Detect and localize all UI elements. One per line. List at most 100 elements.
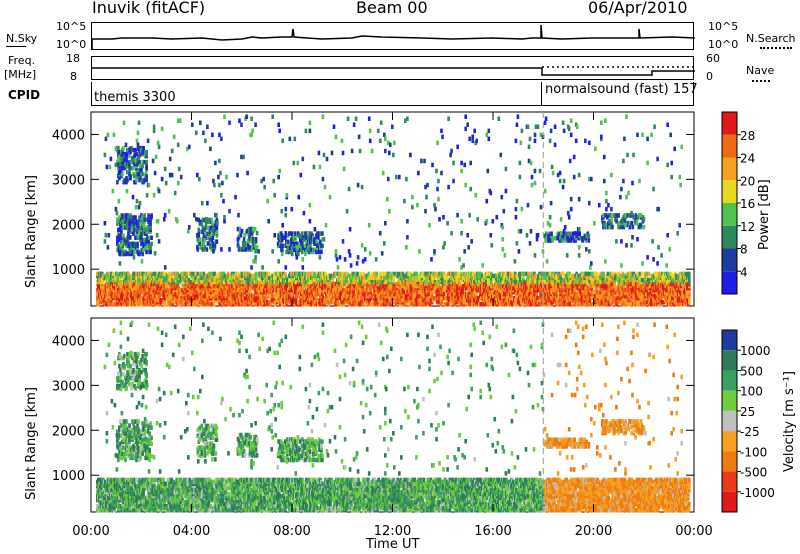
data-cell	[380, 271, 383, 277]
data-cell	[612, 295, 616, 301]
data-cell	[443, 302, 447, 307]
data-cell	[499, 271, 502, 277]
data-cell	[470, 275, 474, 281]
data-cell	[112, 271, 115, 277]
data-cell	[362, 271, 365, 277]
data-cell	[543, 275, 546, 281]
data-cell	[244, 295, 248, 301]
data-cell	[399, 300, 403, 305]
data-cell	[526, 300, 529, 305]
data-cell	[419, 298, 423, 303]
data-cell	[454, 271, 458, 277]
data-cell	[237, 279, 241, 285]
data-cell	[402, 279, 406, 285]
data-cell	[643, 271, 647, 277]
data-cell	[145, 298, 148, 303]
noise-left-tick-top: 10^5	[56, 20, 87, 33]
data-cell	[398, 271, 402, 277]
data-cell	[369, 287, 372, 293]
data-cell	[462, 300, 466, 305]
data-cell	[586, 271, 590, 277]
data-cell	[602, 271, 606, 277]
data-cell	[392, 277, 396, 283]
data-cell	[645, 271, 649, 277]
data-cell	[128, 275, 131, 281]
data-cell	[642, 287, 646, 293]
data-cell	[477, 271, 481, 277]
data-cell	[162, 271, 165, 277]
data-cell	[437, 300, 441, 305]
data-cell	[544, 279, 547, 285]
data-cell	[528, 271, 531, 277]
data-cell	[134, 291, 137, 297]
data-cell	[502, 279, 505, 285]
station-title: Inuvik (fitACF)	[92, 0, 206, 17]
data-cell	[223, 273, 227, 279]
data-cell	[532, 281, 535, 287]
data-cell	[661, 283, 665, 289]
data-cell	[613, 281, 617, 287]
data-cell	[371, 279, 374, 285]
data-cell	[129, 302, 132, 307]
data-cell	[590, 289, 594, 295]
data-cell	[267, 275, 271, 281]
freq-right-tick-bottom: 0	[706, 70, 713, 83]
data-cell	[450, 300, 454, 305]
data-cell	[535, 291, 538, 297]
data-cell	[636, 271, 640, 277]
data-cell	[667, 291, 671, 297]
data-cell	[657, 271, 661, 277]
data-cell	[97, 302, 100, 307]
data-cell	[330, 298, 333, 303]
data-cell	[291, 291, 294, 297]
data-cell	[329, 273, 332, 279]
data-cell	[347, 273, 350, 279]
data-cell	[375, 271, 378, 277]
data-cell	[321, 271, 324, 277]
data-cell	[256, 302, 260, 307]
data-cell	[590, 302, 594, 307]
data-cell	[510, 293, 513, 299]
data-cell	[586, 285, 590, 291]
data-cell	[118, 298, 121, 303]
data-cell	[479, 302, 483, 307]
noise-trace	[92, 24, 695, 50]
data-cell	[485, 279, 488, 285]
data-cell	[192, 281, 196, 287]
data-cell	[304, 271, 307, 277]
data-cell	[515, 279, 518, 285]
data-cell	[415, 271, 419, 277]
data-cell	[131, 287, 134, 293]
data-cell	[238, 298, 242, 303]
data-cell	[249, 277, 253, 283]
data-cell	[245, 283, 249, 289]
data-cell	[107, 298, 110, 303]
data-cell	[369, 283, 372, 289]
data-cell	[140, 298, 143, 303]
data-cell	[108, 302, 111, 307]
data-cell	[409, 279, 413, 285]
data-cell	[560, 277, 563, 283]
data-cell	[244, 302, 248, 307]
cpid-mode-themis: themis 3300	[94, 90, 176, 105]
data-cell	[187, 271, 191, 277]
data-cell	[649, 298, 653, 303]
data-cell	[159, 298, 162, 303]
data-cell	[477, 281, 481, 287]
data-cell	[241, 279, 245, 285]
data-cell	[450, 291, 454, 297]
data-cell	[150, 285, 153, 291]
noise-right-tick-bottom: 10^0	[708, 38, 739, 51]
data-cell	[166, 302, 169, 307]
date-title: 06/Apr/2010	[588, 0, 688, 17]
data-cell	[504, 273, 507, 279]
data-cell	[631, 287, 635, 293]
data-cell	[568, 302, 571, 307]
data-cell	[372, 291, 375, 297]
data-cell	[194, 271, 198, 277]
data-cell	[536, 295, 539, 301]
data-cell	[461, 283, 465, 289]
data-cell	[167, 289, 170, 295]
data-cell	[546, 281, 549, 287]
data-cell	[297, 300, 300, 305]
